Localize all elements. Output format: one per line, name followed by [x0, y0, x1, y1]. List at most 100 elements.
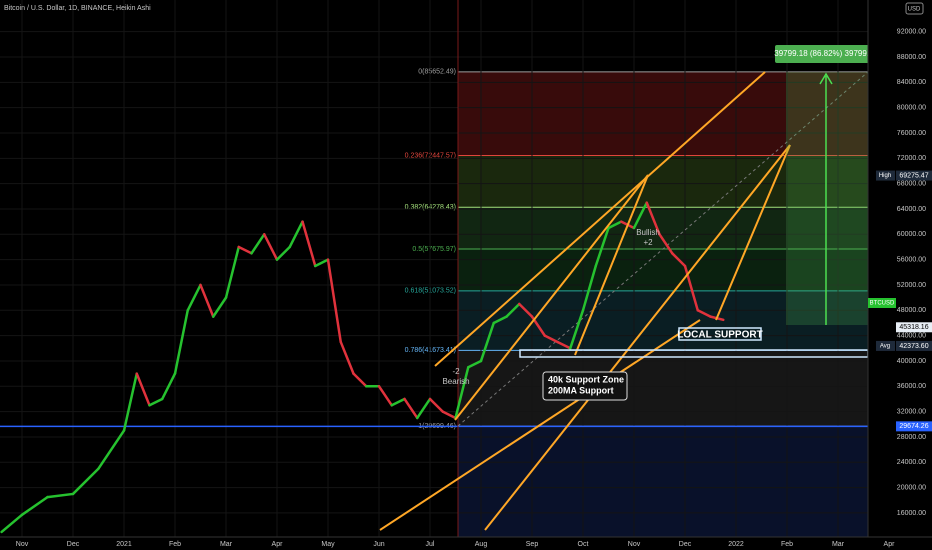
price-segment	[377, 385, 393, 407]
x-tick-label: Aug	[475, 541, 488, 548]
price-segment	[224, 245, 240, 299]
y-tick-label: 52000.00	[897, 282, 926, 289]
y-tick-label: 68000.00	[897, 180, 926, 187]
x-tick-label: Dec	[679, 541, 692, 548]
arrow-head	[819, 72, 833, 85]
fib-zone	[458, 207, 868, 250]
currency-box	[905, 2, 924, 15]
bullish-text: Bullish	[636, 228, 660, 237]
price-segment	[71, 467, 100, 496]
price-segment	[288, 220, 304, 249]
channel-line	[454, 174, 649, 421]
channel-line	[715, 144, 791, 321]
y-tick-label: 64000.00	[897, 206, 926, 213]
price-segment	[416, 397, 432, 420]
x-tick-label: Feb	[169, 541, 181, 548]
price-segment	[556, 340, 572, 350]
price-segment	[479, 321, 495, 363]
ma-support-text: 200MA Support	[548, 385, 614, 395]
price-tag: 29674.26	[899, 423, 928, 430]
x-tick-label: Feb	[781, 541, 793, 548]
price-segment	[632, 201, 648, 230]
price-tag-name: High	[879, 173, 891, 179]
channels	[379, 71, 791, 531]
fib-label: 0(85652.49)	[418, 69, 456, 76]
price-segment	[645, 201, 661, 236]
fib-zone	[458, 290, 868, 351]
currency: USD	[908, 7, 921, 13]
price-segment	[581, 264, 597, 312]
fib-zone	[458, 350, 868, 427]
local-support-box	[678, 327, 762, 341]
price-segment	[186, 283, 202, 312]
y-tick-label: 88000.00	[897, 54, 926, 61]
price-segment	[97, 429, 126, 470]
price-segment	[173, 309, 189, 375]
fib-label: 0.5(57675.97)	[412, 246, 456, 253]
measure-box	[786, 72, 868, 325]
y-tick-label: 84000.00	[897, 79, 926, 86]
y-tick-label: 60000.00	[897, 231, 926, 238]
channel-line	[434, 71, 766, 367]
price-segment	[46, 492, 75, 499]
price-segment	[314, 258, 330, 268]
y-tick-label: 80000.00	[897, 104, 926, 111]
price-scale	[868, 0, 932, 550]
price-line	[0, 201, 725, 534]
y-tick-label: 44000.00	[897, 332, 926, 339]
local-support: LOCAL SUPPORT	[677, 330, 762, 341]
x-tick-label: 2022	[728, 541, 744, 548]
price-segment	[263, 233, 279, 261]
price-tag-name: Avg	[880, 344, 890, 350]
price-segment	[0, 513, 24, 534]
price-segment	[275, 245, 291, 261]
price-tag: 45318.16	[899, 324, 928, 331]
support-zone-text: 40k Support Zone	[548, 374, 624, 384]
price-segment	[505, 302, 521, 318]
price-segment	[696, 309, 712, 318]
symbol-tag: BTCUSD	[870, 301, 895, 307]
price-segment	[607, 220, 623, 230]
channel-line	[574, 174, 649, 356]
price-segment	[148, 397, 164, 407]
y-tick-label: 48000.00	[897, 307, 926, 314]
x-tick-label: Apr	[884, 541, 896, 548]
x-tick-label: Nov	[16, 541, 29, 548]
chart-title: Bitcoin / U.S. Dollar, 1D, BINANCE, Heik…	[4, 5, 151, 12]
y-tick-label: 24000.00	[897, 459, 926, 466]
price-segment	[428, 397, 444, 413]
price-segment	[212, 296, 228, 318]
price-segment	[441, 410, 457, 420]
price-tag-bg	[896, 340, 932, 351]
bearish-score: -2	[452, 367, 460, 376]
price-segment	[569, 309, 585, 350]
price-segment	[326, 258, 342, 344]
price-segment	[301, 220, 317, 268]
y-tick-label: 92000.00	[897, 29, 926, 36]
x-tick-label: Dec	[67, 541, 80, 548]
price-segment	[403, 397, 419, 420]
price-segment	[518, 302, 534, 318]
price-segment	[492, 315, 508, 325]
price-segment	[543, 334, 559, 344]
price-segment	[594, 226, 610, 268]
y-tick-label: 72000.00	[897, 155, 926, 162]
price-segment	[199, 283, 215, 318]
bearish-text: Bearish	[442, 377, 469, 386]
price-segment	[467, 359, 483, 369]
price-segment	[658, 233, 674, 255]
price-segment	[20, 495, 49, 517]
measure-label-bg	[775, 45, 875, 63]
price-segment	[454, 366, 470, 420]
trend-dashed	[457, 71, 869, 427]
price-segment	[339, 340, 355, 375]
price-tag-bg	[896, 170, 932, 181]
x-tick-label: Mar	[220, 541, 233, 548]
x-tick-label: Nov	[628, 541, 641, 548]
price-segment	[250, 233, 266, 255]
price-segment	[237, 245, 253, 255]
price-segment	[122, 372, 138, 432]
y-tick-label: 28000.00	[897, 434, 926, 441]
price-tag: 42373.60	[899, 343, 928, 350]
